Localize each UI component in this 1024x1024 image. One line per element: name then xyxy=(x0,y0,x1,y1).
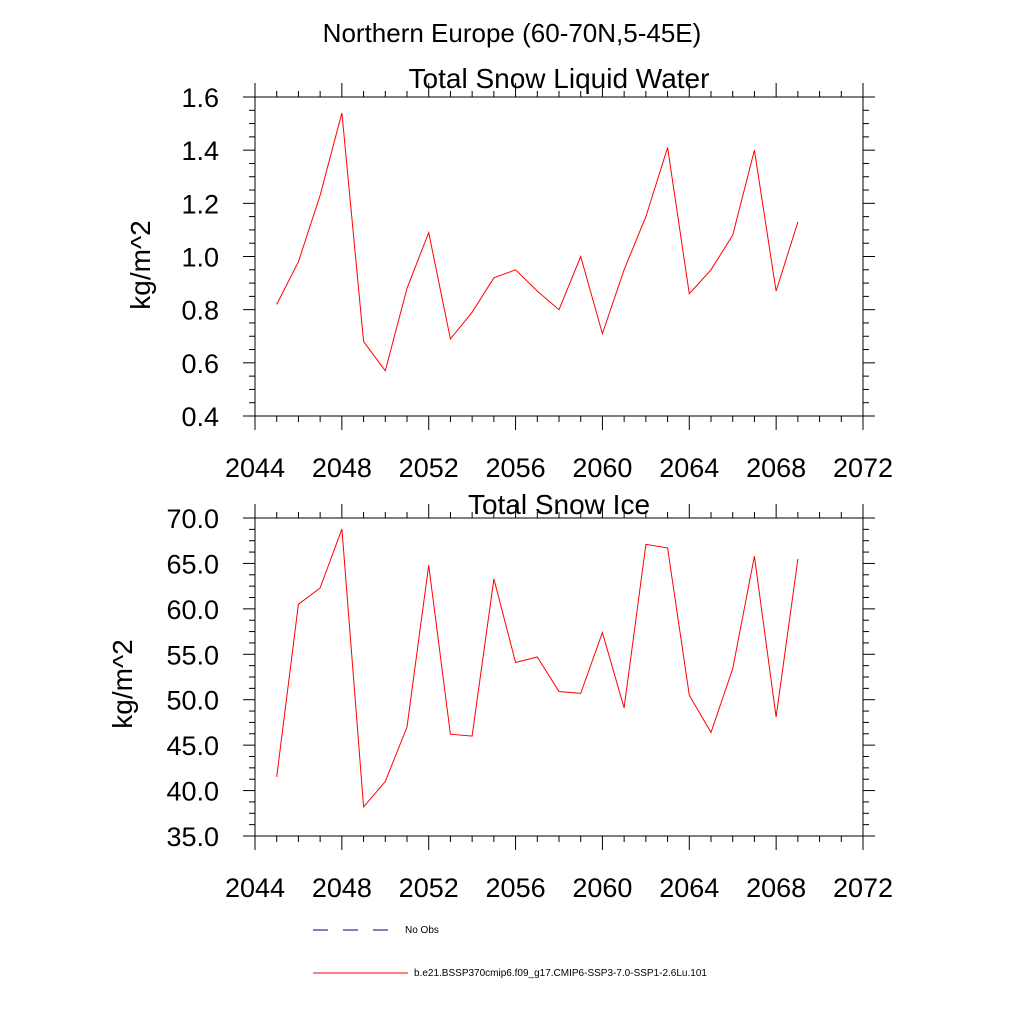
legend-item-no-obs: No Obs xyxy=(313,925,439,936)
plot-frame xyxy=(254,96,864,417)
series-line xyxy=(276,112,799,372)
tick-marks xyxy=(243,504,875,850)
y-tick-labels: 0.4 0.6 0.8 1.0 1.2 1.4 1.6 xyxy=(181,83,219,432)
panel-title: Total Snow Liquid Water xyxy=(409,63,710,94)
series-group xyxy=(276,528,799,809)
y-tick-label: 60.0 xyxy=(166,595,219,625)
x-tick-label: 2048 xyxy=(312,453,372,483)
x-tick-label: 2068 xyxy=(746,873,806,903)
y-tick-label: 50.0 xyxy=(166,686,219,716)
x-tick-label: 2064 xyxy=(659,453,719,483)
y-tick-label: 65.0 xyxy=(166,549,219,579)
x-tick-label: 2052 xyxy=(399,453,459,483)
legend-item-model-run: b.e21.BSSP370cmip6.f09_g17.CMIP6-SSP3-7.… xyxy=(313,968,707,979)
legend: No Obs b.e21.BSSP370cmip6.f09_g17.CMIP6-… xyxy=(313,925,707,979)
y-tick-label: 55.0 xyxy=(166,640,219,670)
y-tick-label: 1.0 xyxy=(181,243,219,273)
figure-suptitle: Northern Europe (60-70N,5-45E) xyxy=(323,18,702,48)
tick-marks xyxy=(243,83,875,430)
y-tick-label: 40.0 xyxy=(166,777,219,807)
x-tick-label: 2064 xyxy=(659,873,719,903)
x-tick-label: 2052 xyxy=(399,873,459,903)
x-tick-label: 2056 xyxy=(486,453,546,483)
y-axis-label: kg/m^2 xyxy=(125,220,156,309)
series-line xyxy=(276,528,799,809)
y-tick-label: 0.6 xyxy=(181,349,219,379)
x-tick-label: 2044 xyxy=(225,453,285,483)
y-tick-label: 1.2 xyxy=(181,189,219,219)
x-tick-label: 2056 xyxy=(486,873,546,903)
panel-snow-ice: Total Snow Ice kg/m^2 2044 2048 2052 2056 20… xyxy=(107,489,893,903)
panel-snow-liquid-water: Total Snow Liquid Water kg/m^2 2044 2048 2… xyxy=(125,63,893,483)
x-tick-label: 2068 xyxy=(746,453,806,483)
y-tick-label: 1.6 xyxy=(181,83,219,113)
y-tick-label: 0.8 xyxy=(181,296,219,326)
x-tick-label: 2072 xyxy=(833,873,893,903)
x-tick-label: 2048 xyxy=(312,873,372,903)
plot-frame xyxy=(254,517,864,837)
x-tick-label: 2060 xyxy=(572,873,632,903)
x-tick-label: 2060 xyxy=(572,453,632,483)
y-tick-labels: 35.0 40.0 45.0 50.0 55.0 60.0 65.0 70.0 xyxy=(166,504,219,852)
y-tick-label: 70.0 xyxy=(166,504,219,534)
series-group xyxy=(276,112,799,372)
x-tick-label: 2044 xyxy=(225,873,285,903)
x-tick-label: 2072 xyxy=(833,453,893,483)
y-tick-label: 35.0 xyxy=(166,822,219,852)
y-tick-label: 1.4 xyxy=(181,136,219,166)
x-tick-labels: 2044 2048 2052 2056 2060 2064 2068 2072 xyxy=(225,453,893,483)
legend-label: b.e21.BSSP370cmip6.f09_g17.CMIP6-SSP3-7.… xyxy=(414,968,707,979)
legend-label: No Obs xyxy=(405,925,439,936)
y-axis-label: kg/m^2 xyxy=(107,639,138,728)
y-tick-label: 0.4 xyxy=(181,402,219,432)
y-tick-label: 45.0 xyxy=(166,731,219,761)
x-tick-labels: 2044 2048 2052 2056 2060 2064 2068 2072 xyxy=(225,873,893,903)
